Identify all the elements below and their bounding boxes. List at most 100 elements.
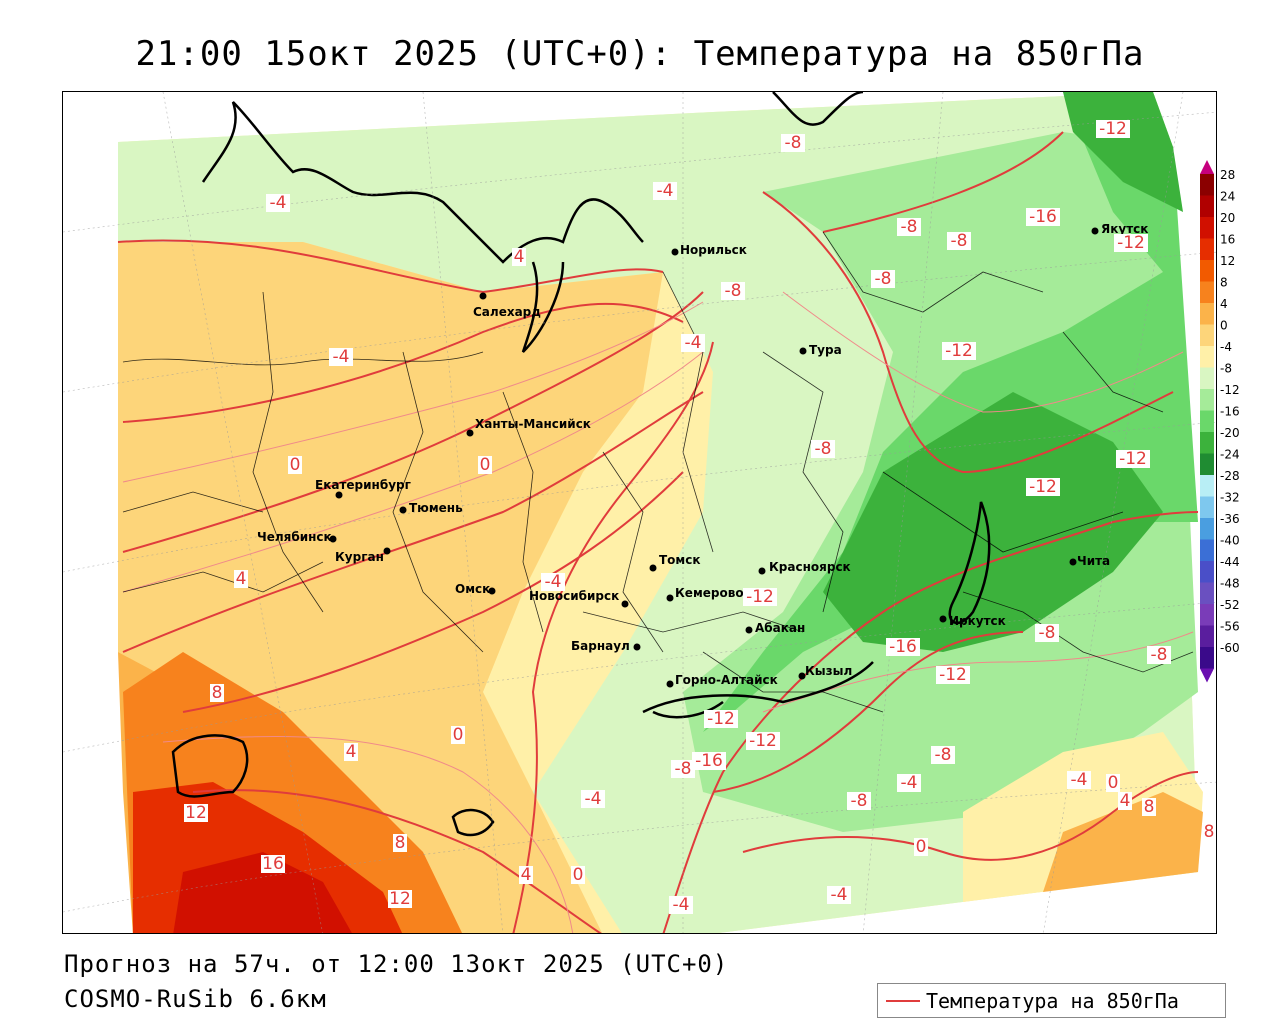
contour-label-bg xyxy=(512,248,526,266)
contour-label: 12 xyxy=(389,889,411,909)
contour-label: 8 xyxy=(395,833,406,853)
contour-label-bg xyxy=(288,456,302,474)
contour-label: 4 xyxy=(346,742,357,762)
city-tyumen: Тюмень xyxy=(409,501,463,515)
colorbar-tick-label: 8 xyxy=(1220,276,1228,290)
colorbar-swatch xyxy=(1200,539,1214,561)
contour-label-bg xyxy=(704,710,738,728)
colorbar-swatch xyxy=(1200,582,1214,604)
contour-label: -8 xyxy=(675,759,692,779)
colorbar-swatch xyxy=(1200,475,1214,497)
contour-label-bg xyxy=(210,684,224,702)
zone-green-deep xyxy=(823,392,1163,652)
contour-label: 12 xyxy=(185,803,207,823)
colorbar-svg: 28 24 20 16 12 8 4 0 -4 -8 -12 -16 -20 -24 -28 -32 -36 -4… xyxy=(1200,160,1240,683)
colorbar-swatch xyxy=(1200,518,1214,540)
contour-label-bg xyxy=(1147,646,1171,664)
contour-label-bg xyxy=(914,838,928,856)
contour-label: -12 xyxy=(1029,477,1057,497)
contour-label-bg xyxy=(261,855,285,873)
contour-label-bg xyxy=(947,232,971,250)
colorbar-tick-label: -52 xyxy=(1220,598,1240,612)
contour-label-bg xyxy=(393,834,407,852)
contour-label-bg xyxy=(1096,120,1130,138)
contour-label-bg xyxy=(781,134,805,152)
zone-orange-se xyxy=(1043,792,1203,892)
contour-label-bg xyxy=(671,760,695,778)
colorbar-swatch xyxy=(1200,561,1214,583)
colorbar-swatch xyxy=(1200,217,1214,239)
contour-label: -8 xyxy=(935,745,952,765)
contour-label-bg xyxy=(1035,624,1059,642)
contour-label: -8 xyxy=(785,133,802,153)
contour-label: -4 xyxy=(657,181,674,201)
contour-label: -12 xyxy=(1119,449,1147,469)
zone-green-dark xyxy=(703,92,1198,732)
contour-label: -8 xyxy=(1039,623,1056,643)
contour-label: 4 xyxy=(1120,791,1131,811)
contour-label-bg xyxy=(451,726,465,744)
colorbar-top-cap xyxy=(1200,160,1214,174)
contour-label-bg xyxy=(388,890,412,908)
contour-label: -4 xyxy=(585,789,602,809)
colorbar-swatch xyxy=(1200,174,1214,196)
colorbar-tick-label: -36 xyxy=(1220,512,1240,526)
city-omsk: Омск xyxy=(455,582,490,596)
contour-label: -4 xyxy=(545,572,562,592)
contour-label-bg xyxy=(931,746,955,764)
contour-label: -12 xyxy=(1117,233,1145,253)
contour-label-bg xyxy=(1106,774,1120,792)
city-kemerovo: Кемерово xyxy=(675,586,744,600)
contour-label-bg xyxy=(1114,234,1148,252)
colorbar-swatch xyxy=(1200,367,1214,389)
contour-label-bg xyxy=(329,348,353,366)
contour-label-bg xyxy=(1067,771,1091,789)
contour-label-bg xyxy=(942,342,976,360)
colorbar-swatch xyxy=(1200,604,1214,626)
contour-label-bg xyxy=(746,732,780,750)
colorbar-swatch xyxy=(1200,625,1214,647)
colorbar-swatch xyxy=(1200,281,1214,303)
contour-label: -4 xyxy=(333,347,350,367)
colorbar-tick-label: 20 xyxy=(1220,211,1235,225)
contour-label: -16 xyxy=(695,751,723,771)
colorbar-tick-label: -24 xyxy=(1220,448,1240,462)
map-title: 21:00 15окт 2025 (UTC+0): Температура на… xyxy=(135,34,1145,74)
colorbar-tick-label: -56 xyxy=(1220,620,1240,634)
contour-label: -12 xyxy=(746,587,774,607)
legend-label: Температура на 850гПа xyxy=(926,989,1179,1013)
city-markers xyxy=(329,227,1099,688)
contour-label-bg xyxy=(886,638,920,656)
city-salekhard: Салехард xyxy=(473,305,541,319)
contour-label-bg xyxy=(1118,792,1132,810)
contour-label: 0 xyxy=(453,725,464,745)
contour-label-bg xyxy=(936,666,970,684)
temperature-map: Норильск Салехард Тура Якутск Ханты-Манс… xyxy=(62,91,1217,934)
city-norilsk: Норильск xyxy=(680,243,747,257)
city-krasnoyarsk: Красноярск xyxy=(769,560,851,574)
contour-label: -8 xyxy=(1151,645,1168,665)
contour-label: 0 xyxy=(916,837,927,857)
city-tura: Тура xyxy=(809,343,842,357)
contour-label-bg xyxy=(847,792,871,810)
contour-label-bg xyxy=(478,456,492,474)
city-kurgan: Курган xyxy=(335,550,384,564)
colorbar-tick-label: -60 xyxy=(1220,641,1240,655)
city-tomsk: Томск xyxy=(659,553,701,567)
colorbar-tick-label: -8 xyxy=(1220,362,1232,376)
zone-green-deep-east xyxy=(1063,92,1183,212)
contour-label: -12 xyxy=(945,341,973,361)
contour-label: 0 xyxy=(290,455,301,475)
city-barnaul: Барнаул xyxy=(571,639,630,653)
contour-label-bg xyxy=(519,866,533,884)
contour-label: -4 xyxy=(673,895,690,915)
forecast-info: Прогноз на 57ч. от 12:00 13окт 2025 (UTC… xyxy=(64,950,729,978)
contour-label: -12 xyxy=(707,709,735,729)
contour-label-bg xyxy=(871,270,895,288)
colorbar-swatch xyxy=(1200,260,1214,282)
legend: Температура на 850гПа xyxy=(877,983,1226,1018)
contour-label: -4 xyxy=(685,333,702,353)
contour-label-bg xyxy=(897,774,921,792)
colorbar-bottom-cap xyxy=(1200,668,1214,683)
city-gorno-altaysk: Горно-Алтайск xyxy=(675,673,778,687)
